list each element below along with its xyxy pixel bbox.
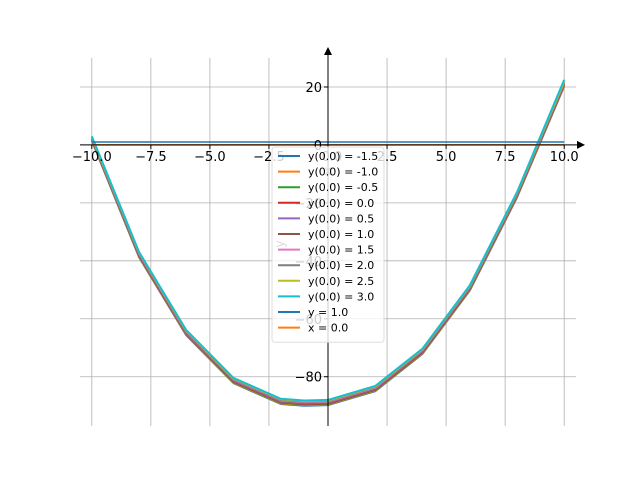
- y-tick-label: −80: [295, 371, 322, 386]
- legend-box: [271, 146, 385, 343]
- x-tick-label: 10.0: [550, 150, 579, 165]
- x-tick-label: 5.0: [436, 150, 457, 165]
- x-axis-arrow: [577, 140, 585, 149]
- legend-entry: y(0.0) = 2.5: [308, 275, 374, 288]
- legend-entry: x = 0.0: [308, 322, 348, 335]
- legend-entry: y(0.0) = 1.5: [308, 244, 374, 257]
- series-line-9: [90, 79, 566, 402]
- x-tick-label: 7.5: [495, 150, 516, 165]
- y-tick-label: 20: [305, 81, 322, 96]
- legend-entry: y(0.0) = -1.5: [308, 150, 378, 163]
- legend: y(0.0) = -1.5 y(0.0) = -1.0 y(0.0) = -0.5 y…: [271, 146, 385, 343]
- legend-entry: y = 1.0: [308, 306, 348, 319]
- legend-entry: y(0.0) = 0.5: [308, 212, 374, 225]
- legend-entry: y(0.0) = -0.5: [308, 181, 378, 194]
- y-tick-label: 0: [314, 139, 322, 154]
- x-tick-label: −10.0: [72, 150, 112, 165]
- y-axis-arrow: [324, 47, 332, 55]
- legend-entry: y(0.0) = 0.0: [308, 197, 374, 210]
- legend-entry: y(0.0) = 1.0: [308, 228, 374, 241]
- legend-entry: y(0.0) = 2.0: [308, 259, 374, 272]
- x-tick-label: −5.0: [194, 150, 226, 165]
- legend-entry: y(0.0) = -1.0: [308, 166, 378, 179]
- x-tick-label: −7.5: [135, 150, 167, 165]
- legend-entry: y(0.0) = 3.0: [308, 290, 374, 303]
